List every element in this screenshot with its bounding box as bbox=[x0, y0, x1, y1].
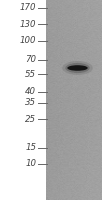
Text: 130: 130 bbox=[20, 20, 36, 29]
Text: 15: 15 bbox=[25, 143, 36, 152]
Ellipse shape bbox=[62, 61, 93, 75]
Text: 55: 55 bbox=[25, 70, 36, 79]
Bar bbox=[0, 0, 53, 200]
Text: 100: 100 bbox=[20, 36, 36, 45]
Text: 40: 40 bbox=[25, 87, 36, 96]
Ellipse shape bbox=[65, 63, 90, 73]
Text: 10: 10 bbox=[25, 159, 36, 168]
Text: 35: 35 bbox=[25, 98, 36, 107]
Text: 170: 170 bbox=[20, 3, 36, 12]
Ellipse shape bbox=[67, 65, 88, 71]
Text: 70: 70 bbox=[25, 55, 36, 64]
Text: 25: 25 bbox=[25, 114, 36, 123]
